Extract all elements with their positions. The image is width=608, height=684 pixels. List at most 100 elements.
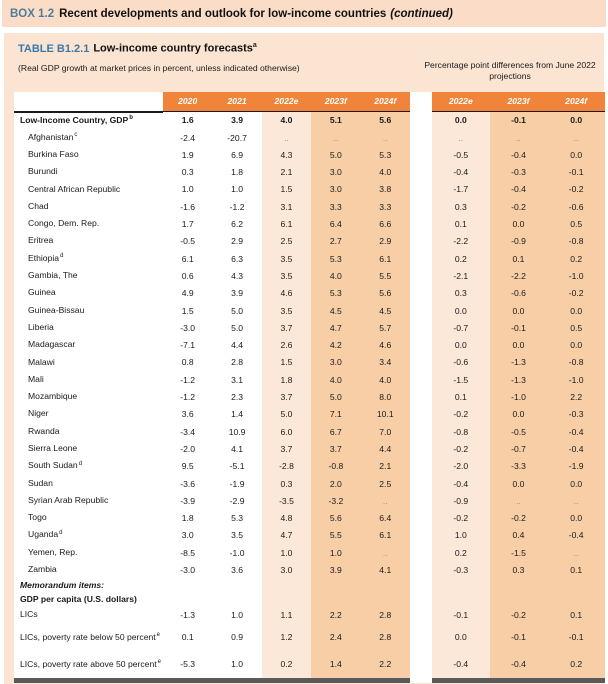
footnote-marker: b <box>129 115 133 122</box>
value-cell: 2.0 <box>311 474 361 493</box>
value-cell: 1.0 <box>261 544 312 562</box>
value-cell: -0.3 <box>489 163 548 181</box>
value-cell: -8.5 <box>180 547 196 558</box>
value-cell: 0.0 <box>547 146 606 164</box>
table-row: Central African Republic 1.0 1.0 1.5 3.0 3.8 -… <box>14 180 606 199</box>
value-cell: 4.6 <box>360 336 410 354</box>
value-cell <box>163 579 212 593</box>
column-header-2020: 2020 <box>163 91 213 112</box>
value-cell: 0.6 <box>181 270 194 281</box>
value-cell: -1.0 <box>547 371 606 389</box>
panel-gap <box>409 592 432 607</box>
value-cell: 10.9 <box>228 426 246 437</box>
value-cell: 1.0 <box>231 184 244 195</box>
row-label: Rwanda <box>28 425 60 436</box>
row-label: Memorandum items: <box>20 579 105 590</box>
value-cell: -3.0 <box>180 322 196 333</box>
value-cell: 0.1 <box>181 632 194 643</box>
row-label: Mozambique <box>28 391 78 402</box>
bottom-rule-right <box>432 677 605 683</box>
value-cell: 4.3 <box>261 146 312 164</box>
panel-gap <box>409 405 432 423</box>
row-label: Burundi <box>28 166 58 177</box>
value-cell: 1.1 <box>261 606 312 624</box>
value-cell: -20.7 <box>227 132 247 143</box>
value-cell: 0.0 <box>489 336 548 354</box>
value-cell: 0.2 <box>547 650 606 678</box>
value-cell: -5.1 <box>229 461 245 472</box>
value-cell: 3.7 <box>261 440 312 458</box>
value-cell: 2.8 <box>231 357 244 368</box>
value-cell: 2.2 <box>547 388 606 406</box>
value-cell: 4.0 <box>261 111 312 129</box>
value-cell: -0.1 <box>431 606 490 624</box>
value-cell: .. <box>261 128 312 147</box>
panel-gap <box>409 623 432 651</box>
value-cell: -0.4 <box>547 423 606 441</box>
value-cell: 3.0 <box>261 561 312 579</box>
value-cell: 3.5 <box>261 301 312 320</box>
value-cell: -1.3 <box>489 371 548 389</box>
value-cell: 4.3 <box>231 270 244 281</box>
value-cell: -3.5 <box>261 492 312 510</box>
value-cell: 3.5 <box>261 250 312 268</box>
value-cell: -0.2 <box>547 180 606 199</box>
value-cell: -0.5 <box>431 146 490 164</box>
value-cell: 3.9 <box>231 115 244 126</box>
value-cell: 4.7 <box>311 319 361 337</box>
value-cell: .. <box>489 492 548 510</box>
value-cell: 4.1 <box>231 443 244 454</box>
column-header-2023f: 2023f <box>311 91 361 112</box>
panel-gap <box>409 250 432 268</box>
value-cell: -0.4 <box>431 650 490 678</box>
value-cell: 0.4 <box>489 526 548 545</box>
panel-gap <box>409 371 432 389</box>
table-title-row: TABLE B1.2.1 Low-income country forecasts… <box>18 42 604 55</box>
value-cell: 5.5 <box>311 526 361 545</box>
box-title: Recent developments and outlook for low-… <box>59 7 387 20</box>
value-cell: -3.3 <box>489 457 548 475</box>
value-cell: -3.9 <box>180 495 196 506</box>
value-cell: -1.3 <box>489 353 548 372</box>
value-cell: 3.7 <box>311 440 361 458</box>
row-label: Liberia <box>28 321 54 332</box>
value-cell: 0.1 <box>547 606 606 624</box>
value-cell: 5.3 <box>360 146 410 164</box>
row-label: LICs, poverty rate below 50 percent e <box>20 631 161 642</box>
value-cell <box>547 592 606 607</box>
value-cell: 3.0 <box>311 180 361 199</box>
value-cell: -0.4 <box>489 180 548 199</box>
value-cell: -0.8 <box>431 423 490 441</box>
value-cell: -0.3 <box>431 561 490 579</box>
panel-gap <box>409 319 432 337</box>
value-cell: 1.4 <box>311 650 361 678</box>
diff-panel-header: Percentage point differences from June 2… <box>424 59 596 82</box>
value-cell <box>547 578 606 593</box>
table-row: LICs, poverty rate below 50 percent e 0.1 0… <box>14 623 606 651</box>
panel-gap <box>409 301 432 320</box>
value-cell: -0.5 <box>489 423 548 441</box>
value-cell: 1.0 <box>431 526 490 545</box>
value-cell: 3.1 <box>231 374 244 385</box>
row-label: Niger <box>28 408 49 419</box>
row-label: LICs <box>20 609 38 620</box>
panel-gap <box>409 509 432 527</box>
panel-gap <box>409 198 432 216</box>
value-cell: 0.3 <box>261 474 312 493</box>
value-cell: 1.0 <box>231 659 244 670</box>
value-cell: 4.0 <box>360 371 410 389</box>
row-label: Togo <box>28 512 47 523</box>
value-cell: 6.3 <box>231 253 244 264</box>
forecast-table: 2020 2021 2022e 2023f 2024f 2022e 2023f … <box>14 91 606 683</box>
panel-gap <box>409 336 432 354</box>
panel-gap <box>409 284 432 302</box>
value-cell: 4.5 <box>311 301 361 320</box>
value-cell: 0.2 <box>431 544 490 562</box>
value-cell: -2.8 <box>261 457 312 475</box>
value-cell: 3.6 <box>181 409 194 420</box>
value-cell: 4.4 <box>231 340 244 351</box>
value-cell: 0.2 <box>547 250 606 268</box>
value-cell: 1.0 <box>181 184 194 195</box>
panel-gap <box>409 650 432 678</box>
